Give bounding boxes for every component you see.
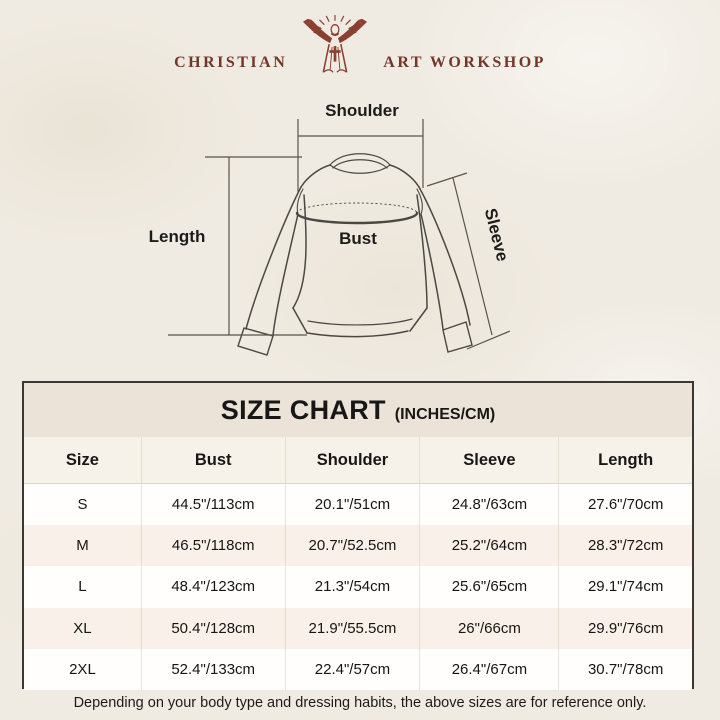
cell-size: XL [73,619,92,637]
sweatshirt-outline [237,153,473,356]
cell-bust: 44.5"/113cm [140,484,285,526]
cell-length: 27.6"/70cm [558,484,692,526]
jesus-figure-icon [293,14,377,82]
cell-bust: 50.4"/128cm [140,607,285,649]
cell-length: 29.1"/74cm [558,566,692,608]
dimension-lines [168,119,511,350]
size-chart-table: SIZE CHART (INCHES/CM) Size Bust Shoulde… [22,381,694,690]
cell-sleeve: 25.2"/64cm [419,525,558,567]
cell-size: L [78,578,87,596]
size-disclaimer: Depending on your body type and dressing… [73,695,647,711]
brand-logo: CHRISTIAN [0,10,720,82]
table-row: XL 50.4"/128cm 21.9"/55.5cm 26"/66cm 29.… [24,607,692,649]
table-row: 2XL 52.4"/133cm 22.4"/57cm 26.4"/67cm 30… [24,648,692,690]
cell-sleeve: 26"/66cm [419,607,558,649]
sweatshirt-measurement-diagram: Shoulder Length Bust Sleeve [140,88,590,380]
size-chart-title: SIZE CHART [220,395,386,425]
cell-shoulder: 21.3"/54cm [284,566,420,608]
cell-shoulder: 22.4"/57cm [284,648,420,690]
table-row: L 48.4"/123cm 21.3"/54cm 25.6"/65cm 29.1… [24,566,692,608]
col-header-length: Length [558,437,692,483]
cell-shoulder: 20.1"/51cm [284,484,420,526]
col-header-size: Size [65,450,99,469]
cell-length: 30.7"/78cm [558,648,692,690]
cell-size: 2XL [69,660,96,678]
cell-bust: 46.5"/118cm [140,525,285,567]
bust-dim-label: Bust [339,229,377,248]
brand-name-right: ART WORKSHOP [383,54,546,71]
cross-icon [329,46,341,62]
cell-size: M [76,537,89,555]
cell-shoulder: 20.7"/52.5cm [284,525,420,567]
size-chart-title-bar: SIZE CHART (INCHES/CM) [24,383,692,437]
col-header-sleeve: Sleeve [419,437,558,483]
cell-sleeve: 26.4"/67cm [419,648,558,690]
cell-size: S [77,496,88,514]
cell-shoulder: 21.9"/55.5cm [284,607,420,649]
cell-sleeve: 24.8"/63cm [419,484,558,526]
cell-bust: 48.4"/123cm [140,566,285,608]
length-dim-label: Length [149,227,206,246]
table-header-row: Size Bust Shoulder Sleeve Length [24,437,692,484]
brand-name-left: CHRISTIAN [174,54,288,71]
col-header-bust: Bust [140,437,285,483]
cell-length: 29.9"/76cm [558,607,692,649]
shoulder-dim-label: Shoulder [325,101,399,120]
cell-length: 28.3"/72cm [558,525,692,567]
table-row: S 44.5"/113cm 20.1"/51cm 24.8"/63cm 27.6… [24,484,692,526]
sleeve-dim-label: Sleeve [481,206,512,263]
bust-line [295,211,419,225]
cell-bust: 52.4"/133cm [140,648,285,690]
size-chart-units: (INCHES/CM) [394,406,496,423]
col-header-shoulder: Shoulder [284,437,420,483]
cell-sleeve: 25.6"/65cm [419,566,558,608]
table-row: M 46.5"/118cm 20.7"/52.5cm 25.2"/64cm 28… [24,525,692,567]
